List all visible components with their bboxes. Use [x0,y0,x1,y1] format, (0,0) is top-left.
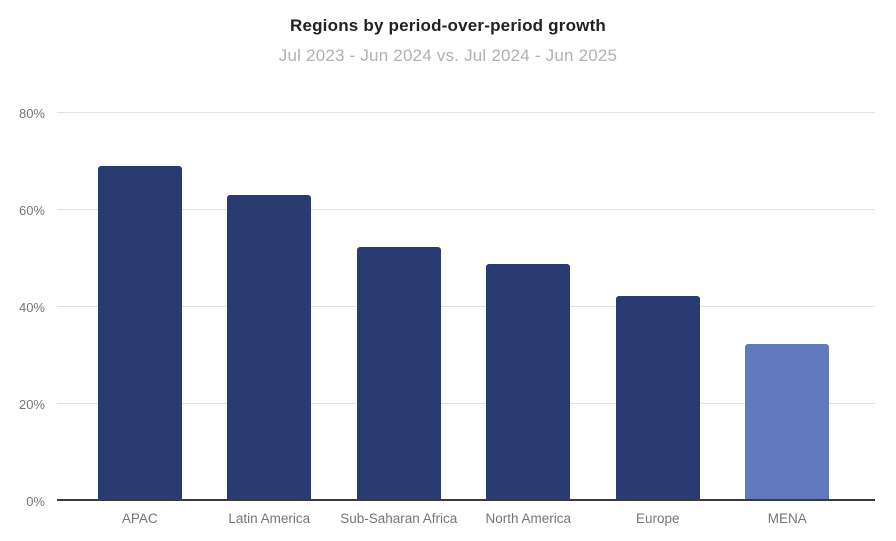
chart-title: Regions by period-over-period growth [289,16,607,35]
x-axis-line [57,499,875,501]
y-tick-label: 40% [18,299,45,315]
bar-slot [593,113,723,501]
y-tick-label: 60% [18,202,45,218]
bar-slot [723,113,853,501]
x-tick-label: Sub-Saharan Africa [340,511,458,526]
x-tick-label: APAC [121,511,158,526]
bar-north-america [486,263,571,501]
chart-header: Regions by period-over-period growth Jul… [0,14,896,67]
bar-slot [205,113,335,501]
bar-europe [615,296,700,501]
gridline [57,403,875,404]
gridline [57,209,875,210]
bar-slot [75,113,205,501]
bar-slot [334,113,464,501]
x-tick-label: Latin America [228,511,311,526]
chart-subtitle: Jul 2023 - Jun 2024 vs. Jul 2024 - Jun 2… [278,46,618,65]
bar-sub-saharan-africa [356,247,441,501]
bar-slot [464,113,594,501]
y-tick-label: 80% [18,105,45,121]
gridline [57,306,875,307]
y-tick-label: 20% [18,396,45,412]
y-tick-label: 0% [26,493,45,509]
gridline [57,112,875,113]
bars-row [75,113,852,501]
x-axis-labels: APAC Latin America Sub-Saharan Africa North… [75,510,852,527]
bar-latin-america [227,195,312,501]
x-tick-label: North America [485,511,572,526]
x-tick-label: Europe [635,511,680,526]
bar-apac [97,166,182,501]
x-tick-label: MENA [767,511,807,526]
plot-area [57,112,875,501]
bar-mena [745,343,830,501]
